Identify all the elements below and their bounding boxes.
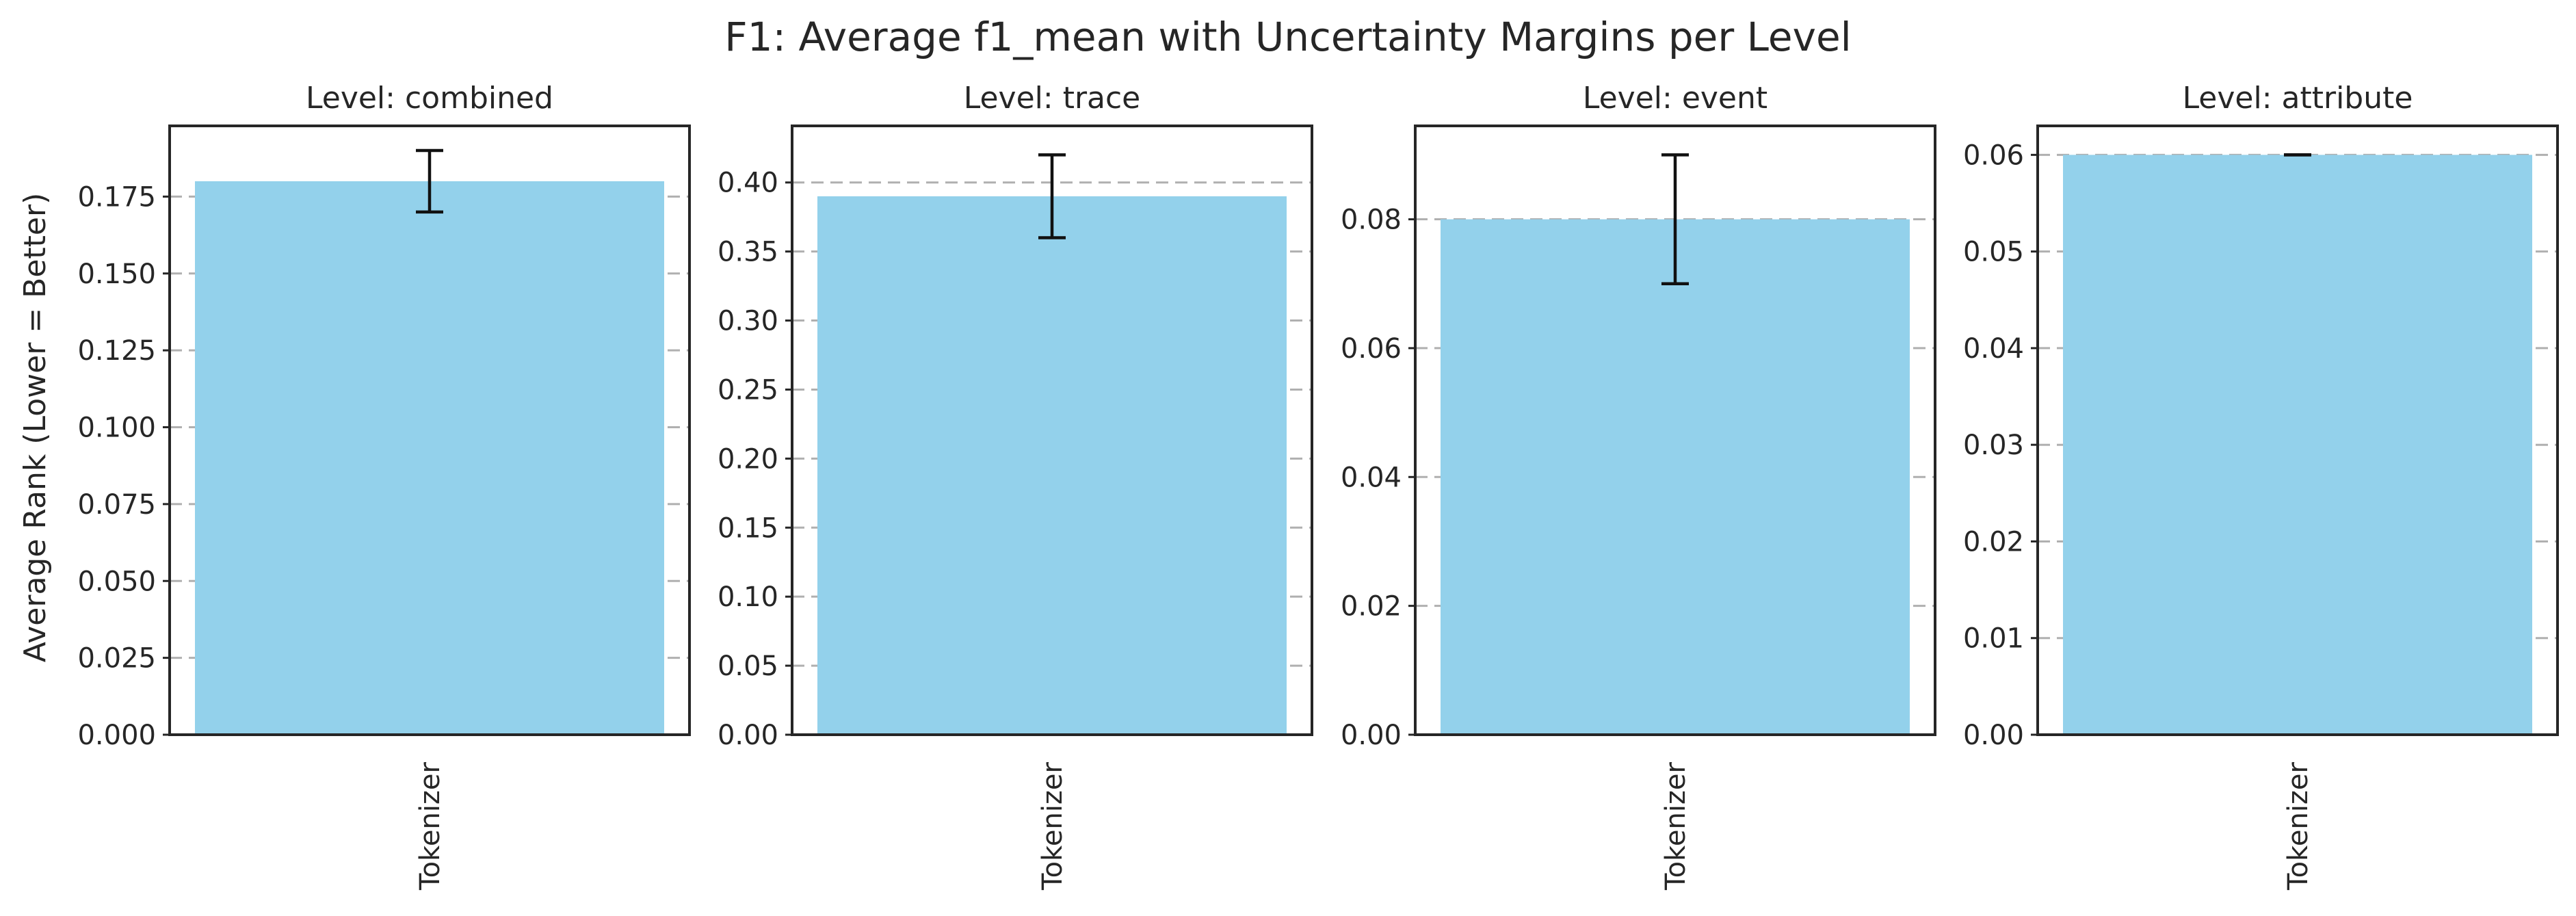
axes-frame (791, 125, 1313, 736)
y-tick-label: 0.03 (1963, 430, 2024, 461)
x-tick-label: Tokenizer (1037, 761, 1068, 891)
x-tick-label: Tokenizer (2283, 761, 2314, 891)
y-tick-label: 0.00 (718, 720, 778, 751)
y-tick-label: 0.06 (1341, 333, 1402, 365)
bar-tokenizer (817, 196, 1287, 735)
y-tick-label: 0.15 (718, 512, 778, 544)
figure-title: F1: Average f1_mean with Uncertainty Mar… (724, 14, 1852, 60)
y-tick-label: 0.05 (1963, 237, 2024, 268)
y-tick-label: 0.20 (718, 443, 778, 475)
y-tick-label: 0.04 (1341, 462, 1402, 493)
bar-tokenizer (195, 181, 664, 735)
subplot-panels: Level: combined0.0000.0250.0500.0750.100… (77, 81, 2559, 891)
y-tick-label: 0.075 (77, 489, 156, 521)
y-tick-label: 0.00 (1963, 720, 2024, 751)
y-tick-label: 0.02 (1963, 526, 2024, 558)
x-tick-label: Tokenizer (1660, 761, 1692, 891)
axes-frame (2036, 125, 2559, 736)
subplot-combined: Level: combined 0.000 0.025 0.050 0.075 0.100… (77, 81, 691, 891)
error-bar (1661, 153, 1689, 285)
y-tick-label: 0.050 (77, 566, 156, 597)
bar-tokenizer (2063, 155, 2532, 735)
error-bar (416, 148, 443, 214)
y-tick-label: 0.01 (1963, 623, 2024, 655)
y-tick-label: 0.125 (77, 335, 156, 367)
subplot-attribute: Level: attribute 0.00 0.01 0.02 0.03 0.04 0.05… (1963, 81, 2559, 891)
subplot-event: Level: event 0.00 0.02 0.04 0.06 0.08 Tokenize… (1341, 81, 1936, 891)
y-tick-label: 0.25 (718, 374, 778, 406)
subplot-title: Level: trace (964, 81, 1141, 116)
axes-frame (1414, 125, 1936, 736)
y-tick-label: 0.10 (718, 581, 778, 613)
y-tick-label: 0.04 (1963, 333, 2024, 365)
y-tick-label: 0.05 (718, 651, 778, 682)
y-tick-label: 0.000 (77, 720, 156, 751)
subplot-title: Level: attribute (2183, 81, 2413, 116)
bar-tokenizer (1441, 219, 1910, 735)
y-tick-label: 0.100 (77, 413, 156, 444)
y-tick-label: 0.00 (1341, 720, 1402, 751)
y-tick-label: 0.150 (77, 259, 156, 290)
y-tick-label: 0.06 (1963, 140, 2024, 171)
x-tick-label: Tokenizer (415, 761, 446, 891)
subplot-trace: Level: trace 0.00 0.05 0.10 0.15 0.20 0.25 0.30… (718, 81, 1313, 891)
axes-frame (168, 125, 691, 736)
y-tick-label: 0.35 (718, 237, 778, 268)
y-tick-label: 0.02 (1341, 591, 1402, 623)
error-bar (1038, 153, 1066, 239)
y-axis-label: Average Rank (Lower = Better) (18, 193, 53, 663)
y-tick-label: 0.40 (718, 168, 778, 199)
y-tick-label: 0.08 (1341, 205, 1402, 236)
subplot-title: Level: combined (306, 81, 553, 116)
y-tick-label: 0.175 (77, 181, 156, 213)
y-tick-label: 0.025 (77, 643, 156, 675)
y-tick-label: 0.30 (718, 306, 778, 337)
subplot-title: Level: event (1583, 81, 1767, 116)
